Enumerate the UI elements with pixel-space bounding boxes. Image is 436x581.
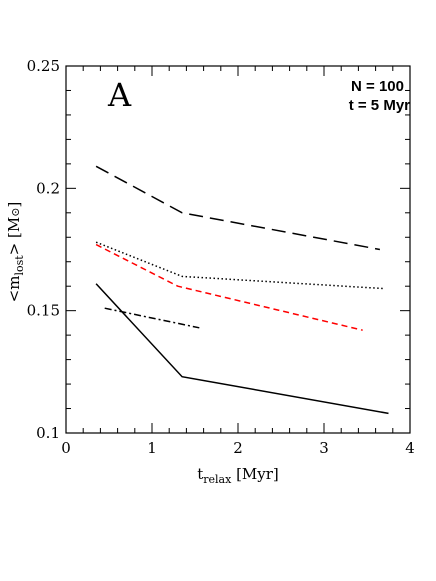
annotation-n: N = 100 <box>351 78 404 95</box>
panel-label: A <box>107 76 132 114</box>
ticks-layer: 0 1 2 3 4 0.1 0.15 0.2 0.25 <box>27 57 415 457</box>
plot-frame <box>65 65 411 434</box>
plot-border <box>65 65 411 434</box>
series-line-dotted <box>95 241 385 290</box>
y-tick-label: 0.15 <box>27 302 60 320</box>
x-tick-label: 3 <box>319 439 329 457</box>
y-tick-label: 0.25 <box>27 57 60 75</box>
series-line-dash-dot <box>104 307 200 329</box>
x-tick-label: 1 <box>147 439 157 457</box>
series-layer <box>95 165 389 415</box>
x-tick-label: 0 <box>61 439 71 457</box>
series-line-short-dash <box>95 243 363 331</box>
y-axis-label: <mlost> [M⊙] <box>5 202 26 303</box>
y-tick-label: 0.1 <box>36 424 60 442</box>
y-tick-label: 0.2 <box>36 179 60 197</box>
annotation-t: t = 5 Myr <box>349 97 410 114</box>
series-line-solid <box>95 283 389 415</box>
x-axis-label: trelax [Myr] <box>197 465 279 486</box>
x-tick-label: 2 <box>233 439 243 457</box>
x-tick-label: 4 <box>405 439 415 457</box>
series-line-long-dash <box>95 165 381 251</box>
